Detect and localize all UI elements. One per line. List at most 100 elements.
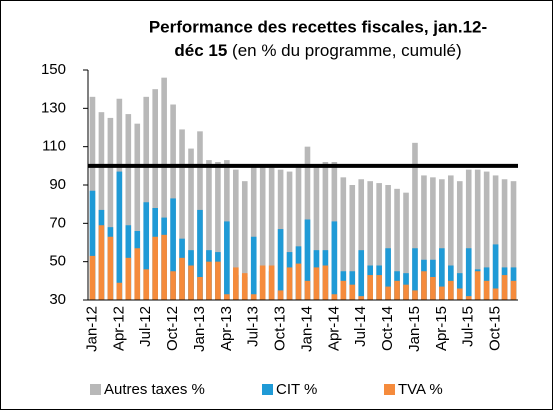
bar (116, 282, 123, 300)
bar (188, 265, 194, 300)
y-tick-label: 50 (49, 253, 66, 270)
bar (277, 229, 284, 300)
chart-title: déc 15 (174, 41, 227, 60)
bar (170, 271, 176, 300)
bar (439, 286, 445, 300)
bar (215, 162, 221, 300)
bar (358, 179, 365, 300)
legend-label: Autres taxes % (104, 381, 205, 398)
bar (161, 234, 167, 300)
bar (161, 77, 167, 301)
bar (385, 185, 391, 300)
bar (367, 275, 373, 300)
bar (250, 165, 257, 300)
chart-title: Performance des recettes fiscales, jan.1… (149, 17, 487, 36)
bar (179, 129, 185, 300)
bar (358, 250, 365, 300)
x-tick-label: Apr-14 (325, 306, 342, 351)
bar (421, 271, 427, 300)
bar (233, 169, 239, 300)
bar (483, 280, 490, 300)
bar (250, 236, 257, 300)
x-tick-label: Jul-15 (460, 306, 477, 347)
x-tick-label: Jan-15 (406, 306, 423, 352)
bar (224, 221, 230, 300)
bar (206, 160, 212, 300)
bar (501, 179, 508, 300)
x-tick-label: Jan-12 (83, 306, 100, 352)
bar (224, 294, 230, 300)
bar (412, 290, 418, 300)
bar (268, 167, 275, 300)
x-tick-label: Apr-15 (433, 306, 450, 351)
bar (376, 183, 382, 300)
y-tick-label: 110 (42, 138, 66, 155)
bar (188, 148, 194, 300)
legend-swatch (90, 384, 101, 395)
bar (403, 192, 409, 300)
bar (394, 280, 400, 300)
y-tick-label: 90 (49, 176, 66, 193)
bar (349, 284, 356, 300)
bar (474, 169, 481, 300)
bar (456, 273, 463, 300)
bar (125, 114, 132, 300)
bar (313, 267, 320, 300)
bar (331, 221, 338, 300)
bar (465, 248, 472, 300)
x-tick-label: Jan-14 (298, 306, 315, 352)
bar (125, 257, 132, 300)
legend-swatch (262, 384, 273, 395)
x-tick-label: Apr-12 (110, 306, 127, 351)
bar (474, 271, 481, 300)
bar (385, 286, 391, 300)
x-tick-label: Jan-13 (191, 306, 208, 352)
bar (313, 165, 320, 300)
bar (116, 171, 123, 300)
bar (492, 288, 499, 300)
bar (510, 280, 517, 300)
bar (448, 175, 454, 300)
bar (197, 209, 203, 300)
bar (179, 257, 185, 300)
bar (456, 288, 463, 300)
bar (286, 171, 293, 300)
x-tick-label: Apr-13 (218, 306, 235, 351)
bar (89, 190, 96, 300)
y-tick-label: 70 (49, 214, 66, 231)
bar (143, 269, 150, 300)
bar (331, 294, 338, 300)
bar (98, 225, 105, 300)
bar (295, 167, 302, 300)
bar (268, 265, 275, 300)
bar (483, 171, 490, 300)
bar (376, 275, 382, 300)
bar (215, 261, 221, 300)
y-tick-label: 150 (41, 61, 66, 78)
bar (465, 169, 472, 300)
bar (430, 277, 436, 300)
bar (152, 89, 158, 301)
bar (170, 198, 176, 300)
x-tick-label: Jul-13 (245, 306, 262, 347)
bar (143, 96, 150, 300)
x-tick-label: Oct-13 (272, 306, 289, 351)
bar (510, 181, 517, 300)
bar (241, 181, 248, 300)
bar (304, 280, 311, 300)
bar (233, 267, 239, 300)
bar (412, 142, 418, 300)
y-tick-label: 130 (41, 99, 66, 116)
bar (349, 185, 356, 300)
bar (358, 296, 365, 300)
x-tick-label: Oct-14 (379, 306, 396, 351)
bar (439, 179, 445, 300)
bar (286, 267, 293, 300)
x-tick-label: Jul-14 (352, 306, 369, 347)
bar (322, 162, 329, 300)
legend-label: CIT % (276, 381, 317, 398)
bar (340, 177, 347, 300)
bar (241, 273, 248, 300)
bar (134, 248, 141, 300)
